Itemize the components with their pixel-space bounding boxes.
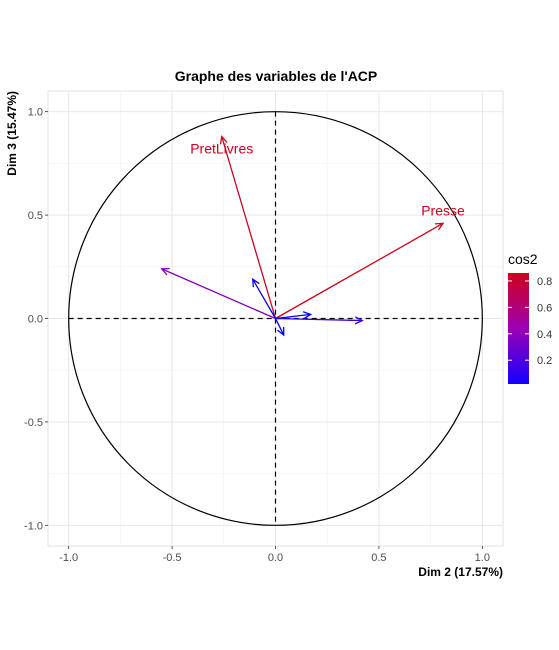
x-tick-label: -1.0 (59, 552, 78, 564)
arrow-shaft (161, 268, 276, 320)
legend-ticks: 0.8 0.6 0.4 0.2 (508, 276, 552, 367)
x-tick-label: 0.5 (371, 552, 386, 564)
arrow-head (277, 327, 285, 337)
arrow-head (160, 267, 170, 276)
legend-tick-label: 0.6 (537, 302, 552, 314)
arrow-shaft (252, 278, 277, 319)
chart-title: Graphe des variables de l'ACP (175, 68, 378, 84)
variable-arrow-7 (274, 318, 285, 337)
variable-arrow-presse (275, 222, 445, 320)
arrow-shaft (221, 136, 277, 319)
legend: cos2 0.8 0.6 0.4 0.2 (508, 251, 552, 384)
arrow-head (434, 222, 445, 231)
legend-title: cos2 (508, 251, 538, 267)
variable-arrow-5 (275, 316, 364, 325)
arrow-head (302, 311, 313, 320)
variable-arrow-4 (251, 277, 277, 319)
y-tick-label: -1.0 (24, 520, 43, 532)
arrow-shaft (275, 317, 363, 322)
variable-arrow-6 (275, 311, 313, 320)
variable-label-presse: Presse (421, 202, 465, 218)
arrow-shaft (274, 318, 285, 336)
x-tick-labels: -1.0 -0.5 0.0 0.5 1.0 (59, 546, 490, 564)
x-axis-title: Dim 2 (17.57%) (418, 565, 503, 579)
x-tick-label: 1.0 (475, 552, 490, 564)
variable-arrow-pretlivres (219, 135, 277, 319)
y-tick-label: 0.0 (28, 314, 43, 326)
y-tick-label: -0.5 (24, 417, 43, 429)
x-tick-label: 0.0 (268, 552, 283, 564)
legend-colorbar (508, 273, 529, 384)
y-tick-label: 1.0 (28, 107, 43, 119)
arrow-head (219, 135, 228, 145)
legend-tick-label: 0.4 (537, 329, 552, 341)
arrow-head (251, 277, 260, 288)
arrow-shaft (275, 222, 444, 320)
variable-label-pretlivres: PretLivres (190, 141, 253, 157)
zero-axes-layer (68, 111, 483, 526)
legend-tick-label: 0.8 (537, 276, 552, 288)
x-tick-label: -0.5 (163, 552, 182, 564)
variable-labels-layer: PretLivres Presse (190, 141, 465, 219)
y-axis-title: Dim 3 (15.47%) (5, 91, 19, 176)
y-tick-labels: 1.0 0.5 0.0 -0.5 -1.0 (24, 107, 48, 532)
arrow-shaft (275, 313, 311, 320)
legend-tick-label: 0.2 (537, 355, 552, 367)
y-tick-label: 0.5 (28, 210, 43, 222)
arrow-head (354, 316, 364, 325)
variable-arrow-3 (160, 267, 276, 320)
variable-arrows-layer (160, 135, 445, 337)
